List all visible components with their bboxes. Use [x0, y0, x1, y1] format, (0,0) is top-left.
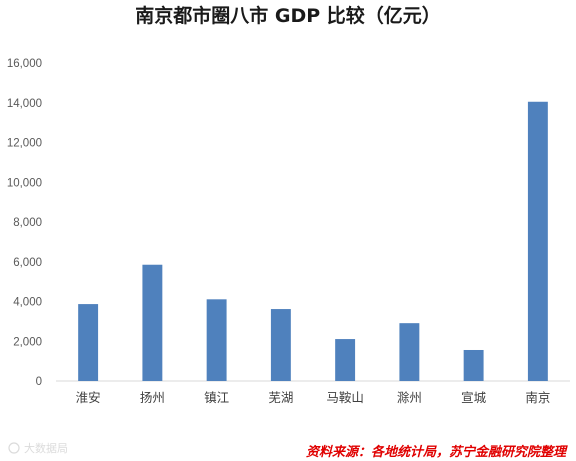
watermark-text: 大数据局 [24, 441, 68, 455]
y-tick-label: 14,000 [7, 98, 42, 110]
x-tick-label: 镇江 [204, 390, 229, 405]
bars [78, 101, 548, 381]
x-tick-label: 南京 [525, 390, 550, 405]
x-tick-label: 宣城 [461, 390, 487, 405]
bar-0 [78, 304, 99, 381]
x-tick-label: 芜湖 [268, 390, 293, 405]
bar-5 [399, 323, 420, 381]
y-tick-label: 8,000 [13, 217, 42, 229]
x-axis-ticks: 淮安 扬州 镇江 芜湖 马鞍山 滁州 宣城 南京 [76, 390, 551, 405]
y-tick-label: 4,000 [13, 297, 42, 309]
y-tick-label: 10,000 [7, 177, 42, 189]
x-tick-label: 淮安 [76, 390, 101, 405]
x-tick-label: 马鞍山 [326, 390, 364, 405]
x-tick-label: 扬州 [140, 390, 165, 405]
y-axis-ticks: 0 2,000 4,000 6,000 8,000 10,000 12,000 14,000 1… [7, 58, 42, 388]
y-tick-label: 0 [36, 376, 42, 388]
watermark-logo: 大数据局 [8, 441, 68, 455]
bar-6 [463, 349, 484, 381]
chart-title: 南京都市圈八市 GDP 比较（亿元） [135, 4, 441, 27]
y-tick-label: 6,000 [13, 257, 42, 269]
bar-4 [335, 339, 356, 381]
source-note: 资料来源：各地统计局，苏宁金融研究院整理 [306, 444, 568, 460]
bar-2 [206, 299, 227, 381]
bar-7 [527, 101, 548, 381]
y-tick-label: 2,000 [13, 336, 42, 348]
x-tick-label: 滁州 [397, 390, 422, 405]
bar-1 [142, 264, 163, 381]
y-tick-label: 16,000 [7, 58, 42, 70]
y-tick-label: 12,000 [7, 138, 42, 150]
bar-3 [270, 309, 291, 381]
